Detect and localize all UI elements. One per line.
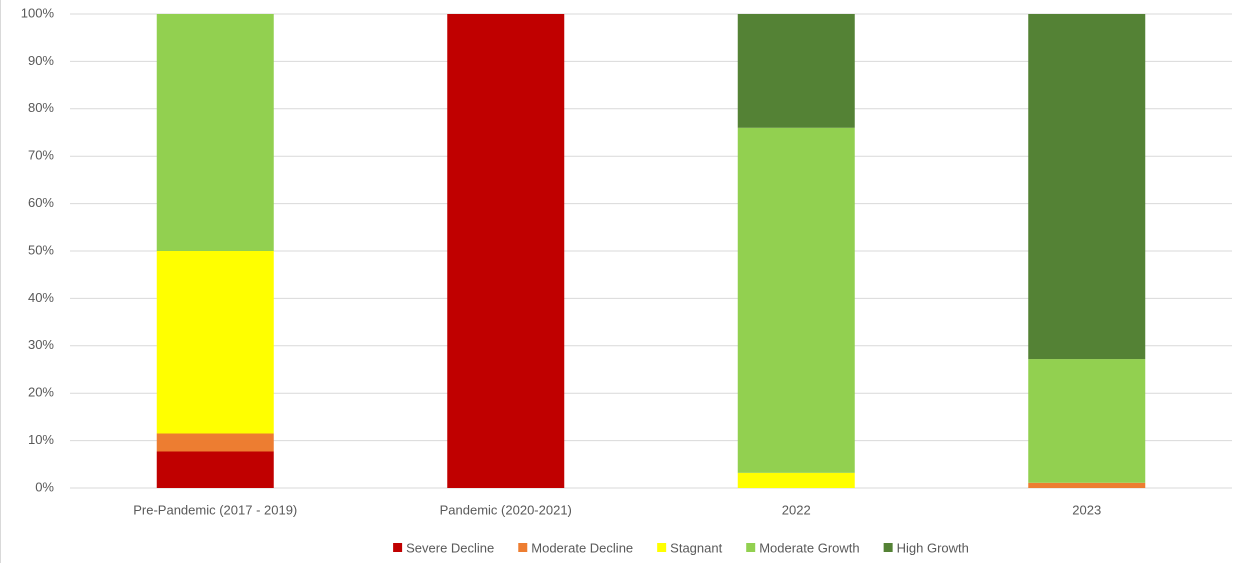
legend-swatch	[393, 543, 403, 552]
bar-segment	[156, 14, 274, 251]
y-tick-label: 60%	[28, 195, 54, 210]
bar-segment	[1028, 482, 1146, 488]
y-tick-label: 50%	[28, 242, 54, 257]
legend-swatch	[657, 543, 667, 552]
legend-label: Moderate Growth	[759, 540, 859, 555]
bar-segment	[156, 451, 274, 488]
legend-label: High Growth	[897, 540, 969, 555]
y-tick-label: 40%	[28, 290, 54, 305]
y-tick-label: 70%	[28, 148, 54, 163]
bar-segment	[1028, 359, 1146, 483]
y-tick-label: 100%	[21, 5, 55, 20]
bar-segment	[156, 251, 274, 434]
x-tick-label: Pre-Pandemic (2017 - 2019)	[133, 502, 297, 517]
y-tick-label: 10%	[28, 432, 54, 447]
legend-label: Severe Decline	[406, 540, 494, 555]
bar-segment	[1028, 14, 1146, 360]
x-tick-label: Pandemic (2020-2021)	[440, 502, 572, 517]
bar-segment	[737, 14, 855, 128]
legend-label: Stagnant	[670, 540, 722, 555]
bar-segment	[156, 433, 274, 452]
y-tick-label: 30%	[28, 337, 54, 352]
bar-segment	[737, 127, 855, 473]
x-tick-label: 2023	[1072, 502, 1101, 517]
y-tick-label: 0%	[35, 479, 54, 494]
bar-segment	[447, 14, 565, 488]
legend-swatch	[746, 543, 756, 552]
legend-swatch	[883, 543, 893, 552]
x-tick-label: 2022	[782, 502, 811, 517]
legend-label: Moderate Decline	[531, 540, 633, 555]
legend-swatch	[518, 543, 528, 552]
bar-segment	[737, 472, 855, 488]
y-tick-label: 20%	[28, 385, 54, 400]
y-tick-label: 90%	[28, 53, 54, 68]
y-tick-label: 80%	[28, 100, 54, 115]
